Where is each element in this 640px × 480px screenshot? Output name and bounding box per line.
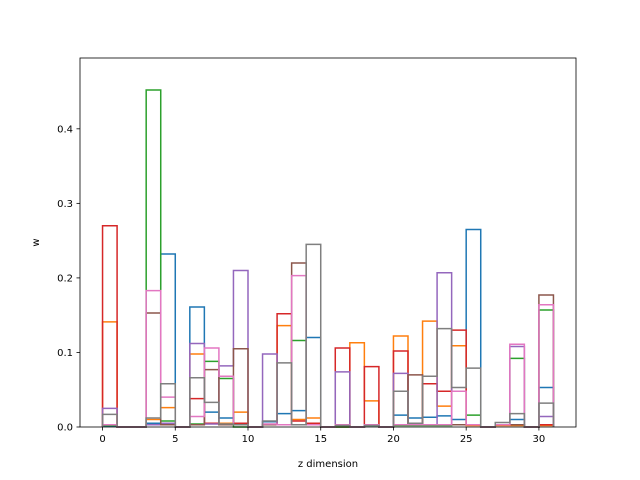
- x-tick-label: 10: [242, 434, 255, 445]
- x-tick-label: 15: [314, 434, 327, 445]
- x-axis-label: z dimension: [298, 459, 358, 470]
- y-tick-label: 0.2: [57, 273, 73, 284]
- x-tick-label: 30: [533, 434, 546, 445]
- x-tick-label: 20: [387, 434, 400, 445]
- x-tick-label: 5: [172, 434, 178, 445]
- x-tick-label: 25: [460, 434, 473, 445]
- y-axis-label: w: [31, 238, 42, 246]
- y-tick-label: 0.0: [57, 423, 73, 434]
- x-tick-label: 0: [99, 434, 105, 445]
- plot-frame: [79, 57, 577, 428]
- plot-area: [80, 58, 576, 427]
- x-axis-ticks: 0 5 10 15 20 25 30: [99, 427, 545, 445]
- y-tick-label: 0.3: [57, 199, 73, 210]
- y-axis-ticks: 0.0 0.1 0.2 0.3 0.4: [57, 124, 80, 434]
- y-tick-label: 0.1: [57, 348, 73, 359]
- y-tick-label: 0.4: [57, 124, 73, 135]
